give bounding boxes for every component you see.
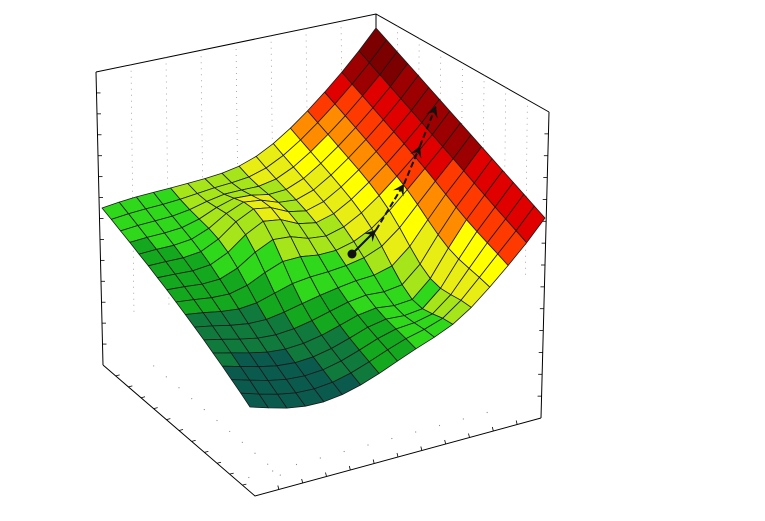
- floor-grid-dot: [241, 441, 243, 443]
- floor-tick: [115, 374, 120, 377]
- floor-grid-dot: [191, 398, 193, 400]
- floor-grid-dot: [153, 365, 155, 367]
- path-segment: [403, 145, 421, 185]
- back-grid-line: [525, 99, 528, 280]
- floor-tick: [420, 446, 423, 451]
- path-arrowhead: [426, 106, 438, 119]
- floor-grid-dot: [203, 408, 205, 411]
- floor-tick: [491, 426, 494, 432]
- surface-cell: [258, 393, 288, 409]
- floor-grid-dot: [486, 411, 488, 414]
- floor-tick: [515, 420, 518, 425]
- floor-grid-dot: [272, 470, 274, 472]
- floor-tick: [128, 385, 133, 388]
- floor-grid-dot: [279, 474, 281, 476]
- descent-path: [347, 105, 438, 259]
- floor-tick: [348, 465, 351, 471]
- floor-grid-dot: [438, 424, 441, 427]
- floor-tick: [204, 450, 209, 453]
- surface-mesh: [101, 27, 546, 409]
- floor-tick: [372, 459, 375, 464]
- floor-tick: [468, 433, 470, 438]
- path-start-dot: [347, 249, 357, 259]
- path-arrowhead: [410, 146, 422, 159]
- path-arrowhead: [393, 184, 404, 197]
- floor-tick: [216, 461, 222, 464]
- floor-tick: [301, 478, 304, 484]
- floor-grid-dot: [254, 452, 256, 454]
- floor-tick: [242, 483, 247, 486]
- floor-tick: [277, 485, 280, 490]
- floor-tick: [166, 418, 171, 420]
- floor-grid-dot: [343, 450, 345, 453]
- floor-grid-dot: [295, 463, 298, 466]
- floor-tick: [153, 407, 158, 410]
- floor-grid-dot: [462, 418, 464, 420]
- floor-grid-dot: [248, 476, 250, 479]
- floor-grid-dot: [216, 419, 218, 422]
- floor-grid-dot: [267, 463, 269, 465]
- floor-ticks: [115, 365, 518, 490]
- floor-tick: [191, 440, 196, 442]
- back-grid-line: [130, 64, 135, 315]
- floor-grid-dot: [229, 430, 231, 433]
- floor-tick: [178, 429, 184, 431]
- path-arrowhead: [363, 230, 376, 243]
- floor-grid-dot: [391, 437, 393, 440]
- floor-tick: [325, 472, 327, 477]
- floor-tick: [444, 439, 447, 445]
- path-segment: [419, 105, 437, 147]
- floor-grid-dot: [415, 431, 417, 433]
- floor-grid-dot: [165, 376, 167, 378]
- floor-tick: [229, 472, 234, 475]
- floor-grid-dot: [319, 457, 321, 459]
- floor-grid-dot: [367, 444, 369, 446]
- floor-grid-dot: [178, 387, 180, 389]
- floor-tick: [396, 452, 399, 458]
- floor-tick: [140, 396, 146, 399]
